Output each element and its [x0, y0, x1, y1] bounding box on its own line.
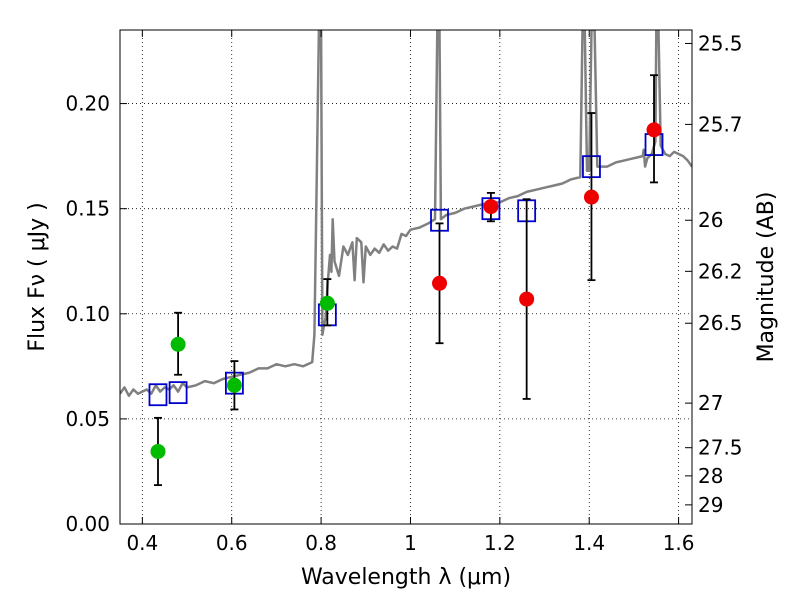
observed-data-point: [483, 199, 499, 215]
y-tick-label: 0.10: [65, 302, 110, 326]
plot-area: [120, 30, 692, 487]
observed-data-point: [519, 291, 535, 307]
x-tick-label: 1.2: [484, 531, 516, 555]
observed-data-point: [583, 189, 599, 205]
axes-frame: [119, 29, 693, 525]
observed-data-point: [646, 122, 662, 138]
x-tick-label: 0.8: [305, 531, 337, 555]
y2-tick-label: 26: [698, 208, 723, 232]
y2-tick-label: 25.5: [698, 31, 743, 55]
y-tick-label: 0.15: [65, 197, 110, 221]
y-axis-label: Flux Fν ( μJy ): [25, 202, 50, 351]
observed-data-point: [170, 336, 186, 352]
y2-tick-label: 27.5: [698, 436, 743, 460]
series-observed-optical-: [150, 278, 335, 487]
spectrum-line: [120, 30, 692, 398]
y-tick-label: 0.05: [65, 407, 110, 431]
series-observed-near-ir-: [432, 74, 662, 400]
x-tick-label: 1: [404, 531, 417, 555]
y2-tick-label: 28: [698, 464, 723, 488]
series-model-photometry: [148, 133, 664, 407]
observed-data-point: [319, 295, 335, 311]
x-tick-label: 1.6: [663, 531, 695, 555]
x-axis-label: Wavelength λ (μm): [301, 565, 511, 590]
grid-lines: [120, 30, 692, 525]
y-tick-label: 0.00: [65, 512, 110, 536]
x-tick-label: 0.6: [216, 531, 248, 555]
axis-ticks: 0.4 0.6 0.8 1 1.2 1.4 1.6 0.00 0.05 0.10 0.15 0.20 2…: [65, 30, 743, 555]
y2-tick-label: 29: [698, 493, 723, 517]
x-tick-label: 1.4: [573, 531, 605, 555]
y2-tick-label: 26.2: [698, 259, 743, 283]
y2-tick-label: 25.7: [698, 112, 743, 136]
y2-tick-label: 27: [698, 391, 723, 415]
observed-data-point: [226, 377, 242, 393]
model-photometry-square: [168, 381, 188, 405]
y2-axis-label: Magnitude (AB): [754, 192, 779, 363]
y2-tick-label: 26.5: [698, 311, 743, 335]
y-tick-label: 0.20: [65, 92, 110, 116]
model-photometry-square: [148, 383, 168, 407]
observed-data-point: [432, 275, 448, 291]
observed-data-point: [150, 443, 166, 459]
x-tick-label: 0.4: [126, 531, 158, 555]
series-model-spectrum: [120, 30, 692, 398]
